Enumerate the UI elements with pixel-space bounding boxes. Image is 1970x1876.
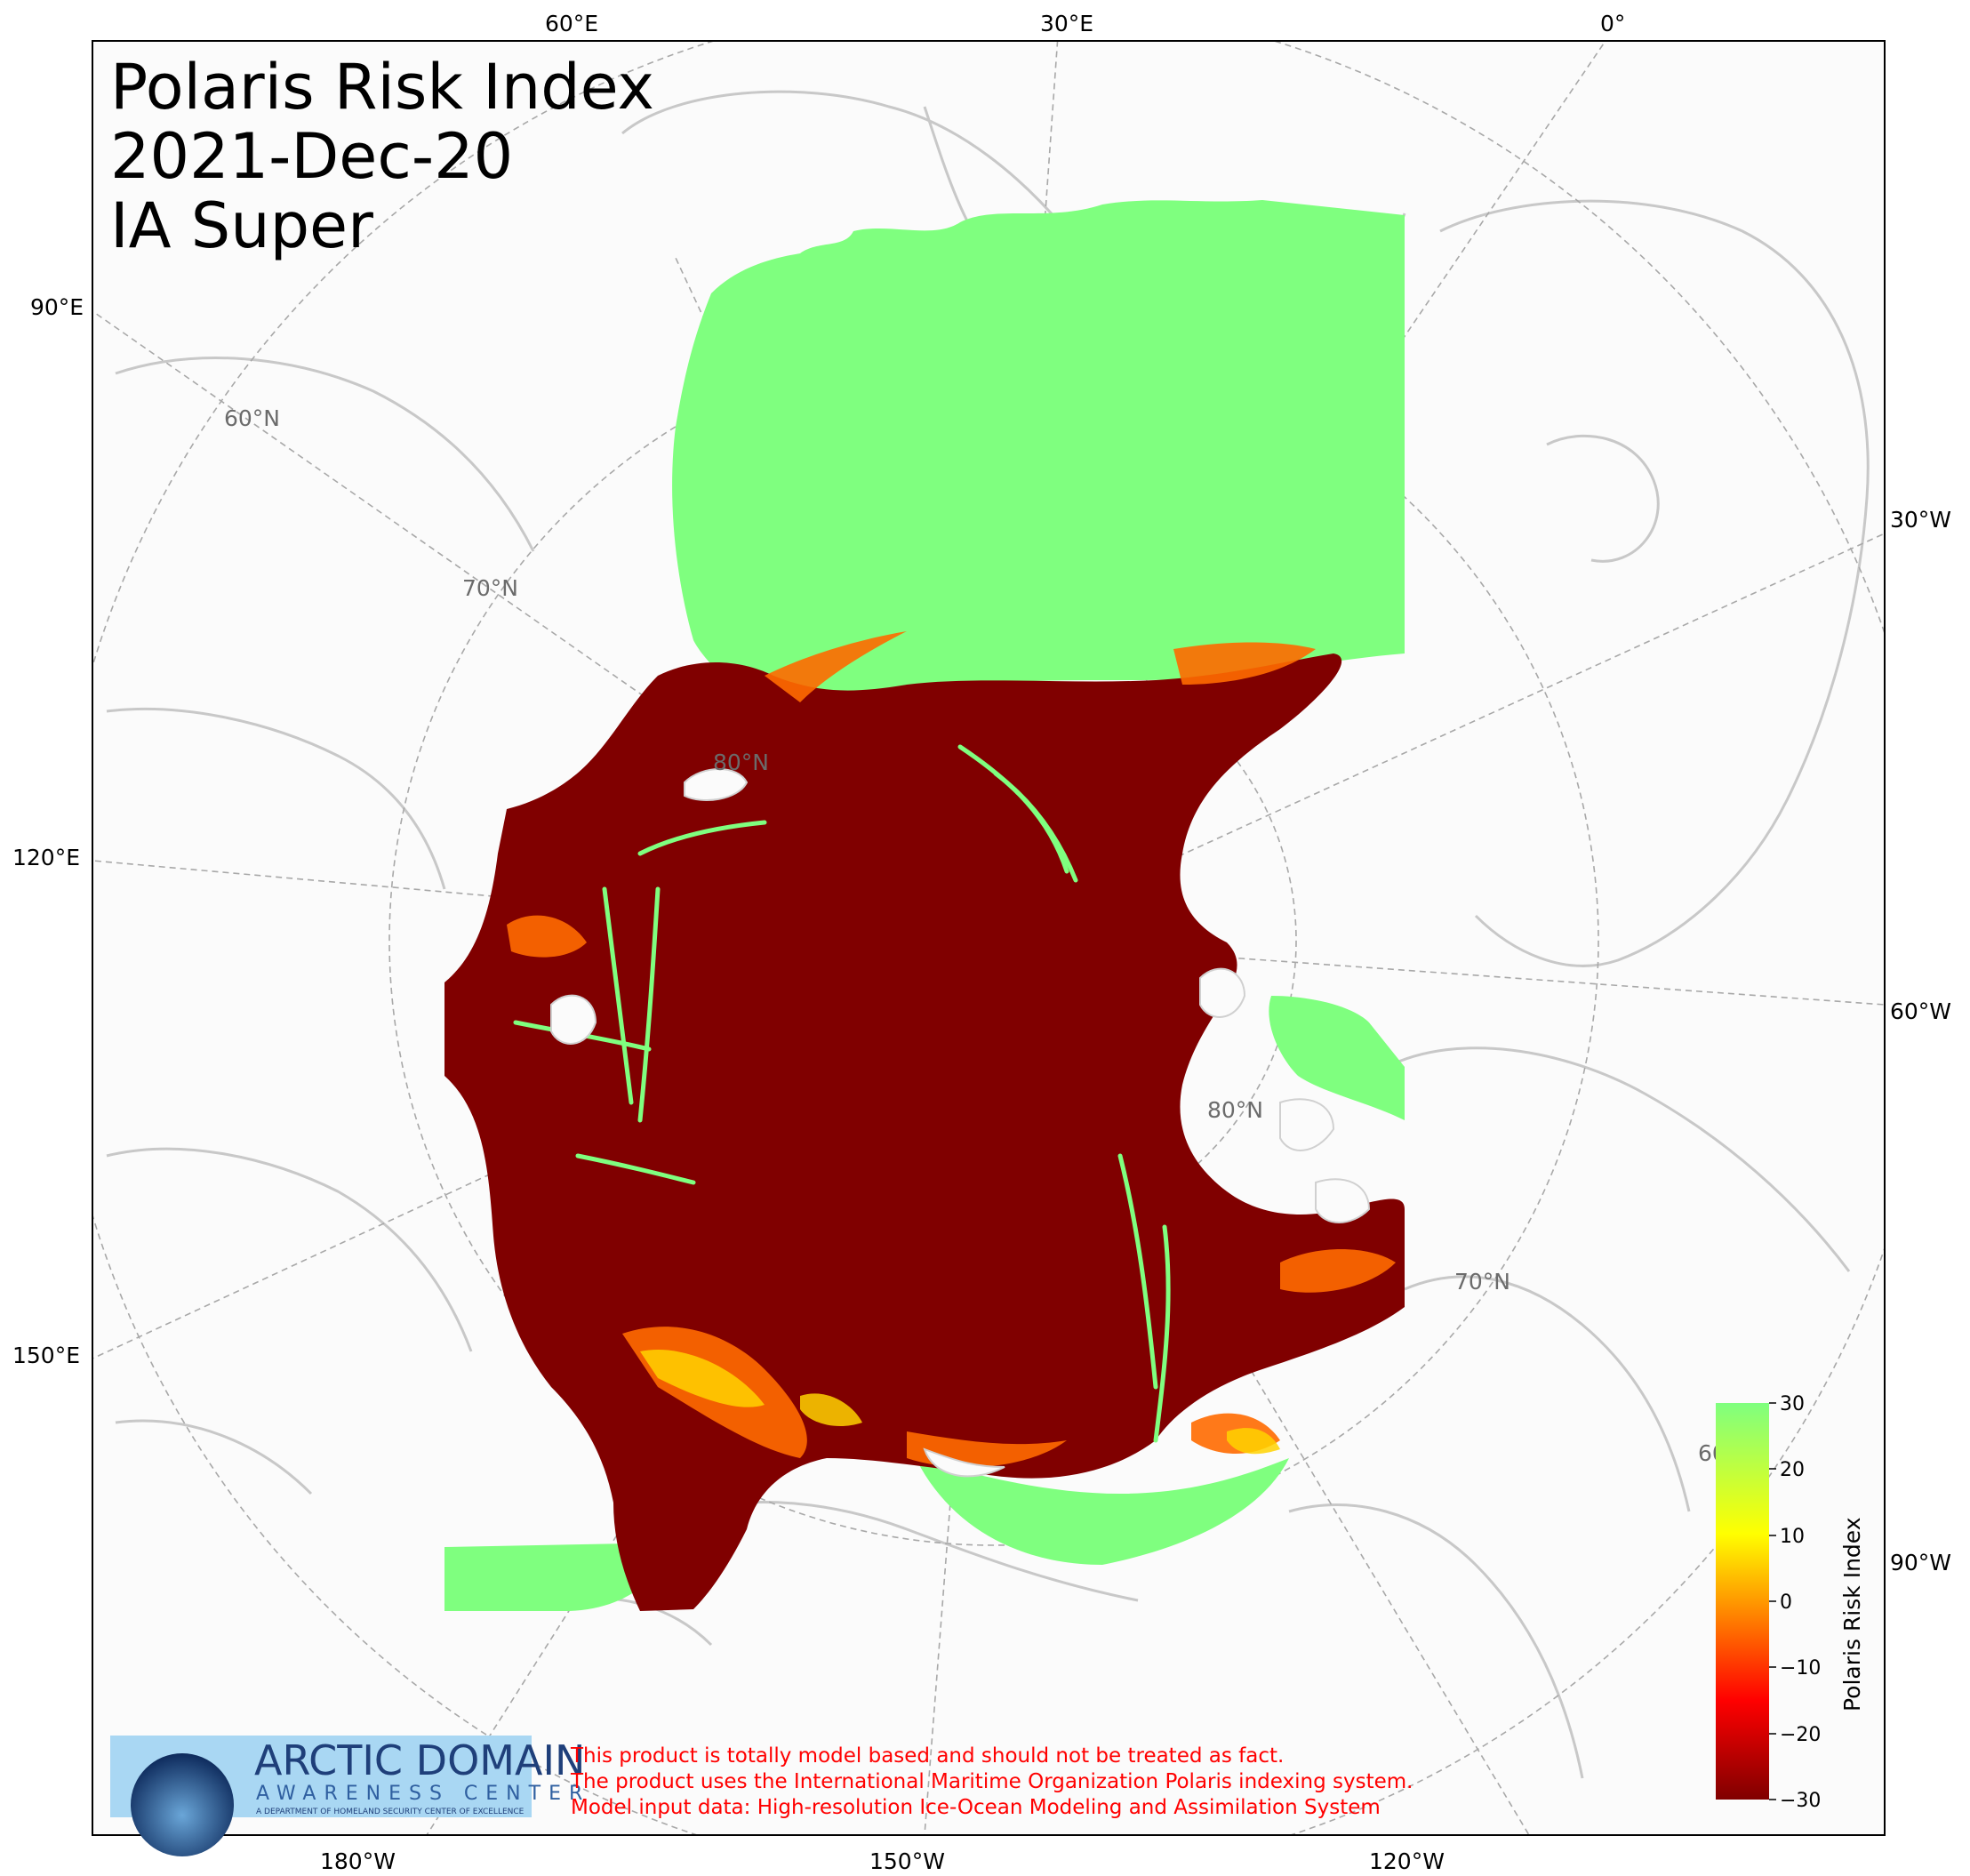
colorbar-tick-0: 0 xyxy=(1780,1591,1792,1614)
left-tick-labels: 90°E 120°E 150°E xyxy=(12,294,84,1368)
colorbar-label: Polaris Risk Index xyxy=(1839,1517,1865,1712)
disclaimer-line-2: The product uses the International Marit… xyxy=(570,1770,1413,1793)
colorbar-tick-minus10: −10 xyxy=(1780,1657,1821,1680)
ice-leads xyxy=(513,744,1171,1443)
title-line-2: 2021-Dec-20 xyxy=(110,120,513,193)
right-tick-labels: 30°W 60°W 90°W xyxy=(1890,507,1951,1575)
title-line-1: Polaris Risk Index xyxy=(110,51,654,124)
islands xyxy=(550,768,1371,1478)
bottom-tick-labels: 180°W 150°W 120°W xyxy=(320,1848,1445,1874)
left-tick-150e: 150°E xyxy=(12,1343,80,1368)
top-tick-60e: 60°E xyxy=(545,11,598,36)
logo-foot-text: A DEPARTMENT OF HOMELAND SECURITY CENTER… xyxy=(256,1808,525,1816)
globe-icon xyxy=(131,1753,234,1856)
colorbar-tick-30: 30 xyxy=(1780,1393,1805,1415)
risk-field-yellow xyxy=(640,1350,1280,1455)
right-tick-60w: 60°W xyxy=(1890,998,1951,1024)
top-tick-labels: 60°E 30°E 0° xyxy=(545,11,1625,36)
colorbar-tick-10: 10 xyxy=(1780,1526,1805,1548)
disclaimer: This product is totally model based and … xyxy=(570,1744,1413,1819)
left-tick-90e: 90°E xyxy=(30,294,84,320)
disclaimer-line-1: This product is totally model based and … xyxy=(570,1744,1284,1768)
top-tick-0: 0° xyxy=(1600,11,1625,36)
map-frame xyxy=(92,40,1886,1836)
colorbar: 30 20 10 0 −10 −20 −30 Polaris Risk Inde… xyxy=(1716,1393,1865,1812)
title-line-3: IA Super xyxy=(110,189,373,262)
map-title: Polaris Risk Index 2021-Dec-20 IA Super xyxy=(110,51,654,262)
right-tick-90w: 90°W xyxy=(1890,1550,1951,1575)
logo-sub-text: AWARENESS CENTER xyxy=(256,1783,590,1805)
colorbar-tick-minus20: −20 xyxy=(1780,1724,1821,1746)
risk-field-low xyxy=(444,200,1405,1611)
adac-logo: ARCTIC DOMAIN AWARENESS CENTER A DEPARTM… xyxy=(110,1736,590,1856)
colorbar-tick-20: 20 xyxy=(1780,1459,1805,1481)
top-tick-30e: 30°E xyxy=(1040,11,1093,36)
bottom-tick-150w: 150°W xyxy=(869,1848,945,1874)
disclaimer-line-3: Model input data: High-resolution Ice-Oc… xyxy=(571,1796,1381,1819)
bottom-tick-180w: 180°W xyxy=(320,1848,396,1874)
colorbar-tick-minus30: −30 xyxy=(1780,1790,1821,1812)
right-tick-30w: 30°W xyxy=(1890,507,1951,533)
lat-label-80n-right: 80°N xyxy=(1207,1097,1263,1123)
left-tick-120e: 120°E xyxy=(12,845,80,870)
logo-main-text: ARCTIC DOMAIN xyxy=(254,1736,585,1784)
lat-label-70n-right: 70°N xyxy=(1454,1269,1510,1295)
colorbar-ramp xyxy=(1716,1403,1769,1800)
lat-label-70n-left: 70°N xyxy=(462,575,518,601)
lat-label-80n-left: 80°N xyxy=(713,750,769,775)
lat-label-60n-left: 60°N xyxy=(224,405,280,431)
colorbar-ticks xyxy=(1769,1402,1776,1800)
bottom-tick-120w: 120°W xyxy=(1369,1848,1445,1874)
